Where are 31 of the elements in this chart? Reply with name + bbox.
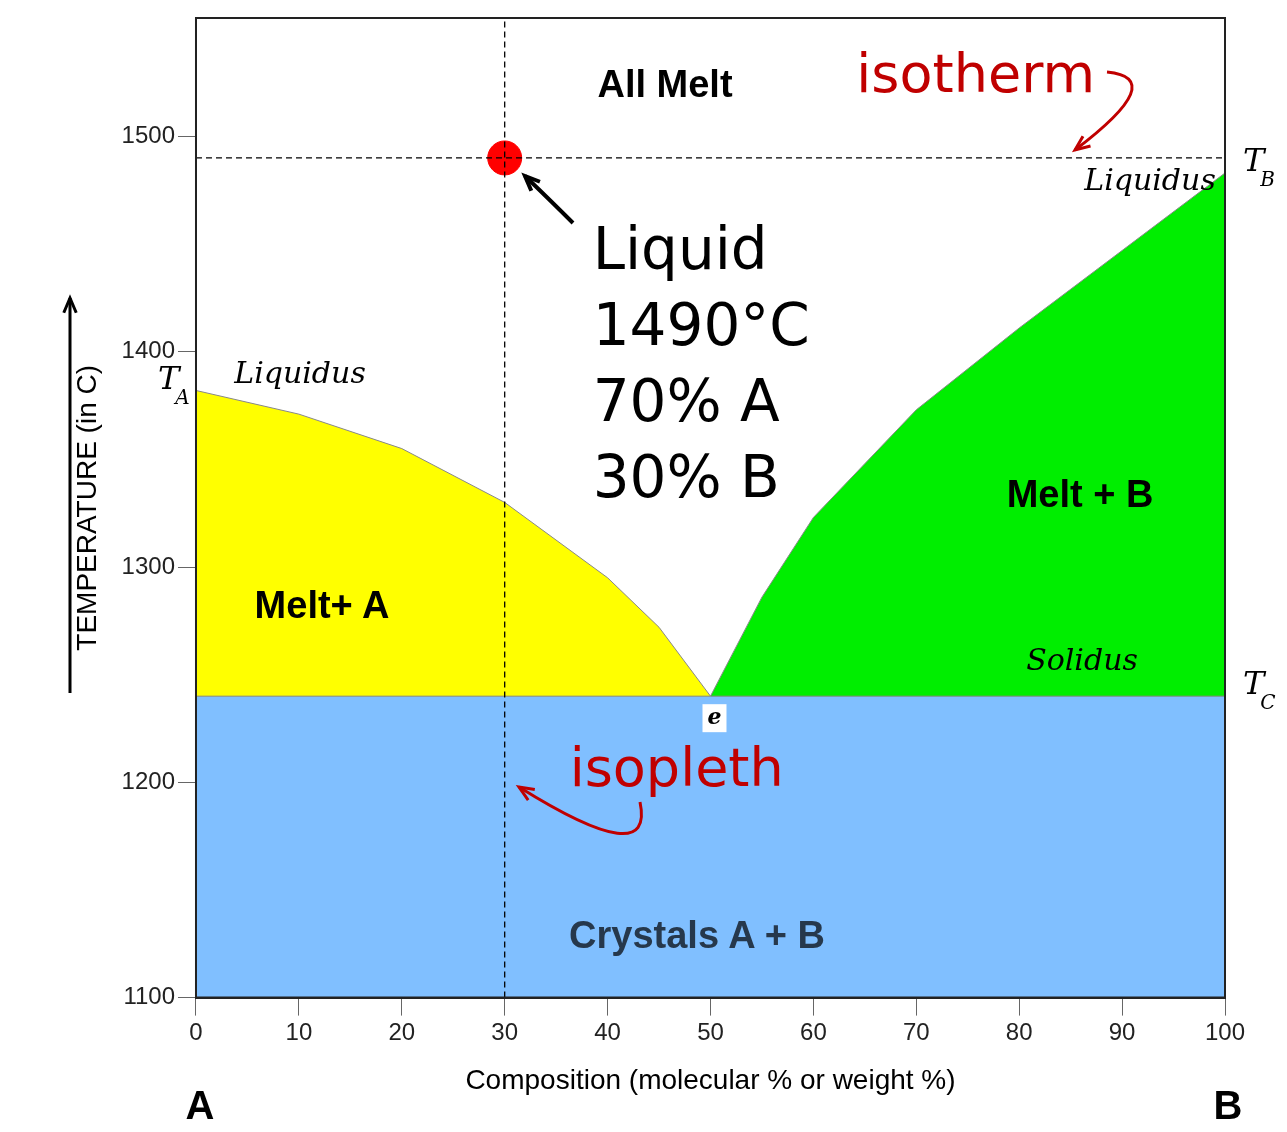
ref-line-label: isopleth xyxy=(569,736,784,800)
x-tick-label: 0 xyxy=(189,1017,203,1045)
y-tick-label: 1400 xyxy=(121,336,175,364)
annotation: Melt + B xyxy=(1006,473,1154,516)
y-axis-title: TEMPERATURE (in C) xyxy=(70,364,102,651)
annotation: Solidus xyxy=(1026,641,1138,677)
x-tick-label: 60 xyxy=(800,1017,827,1045)
ref-line-label: isotherm xyxy=(856,41,1095,105)
x-tick-label: 100 xyxy=(1204,1017,1246,1045)
y-tick-label: 1100 xyxy=(123,982,175,1010)
x-tick-label: 30 xyxy=(491,1017,519,1045)
x-tick-label: 90 xyxy=(1108,1017,1136,1045)
annotation: Crystals A + B xyxy=(569,914,825,957)
annotation: Liquidus xyxy=(233,354,366,390)
x-tick-label: 50 xyxy=(697,1017,724,1045)
annotation: All Melt xyxy=(597,63,733,106)
annotation: e xyxy=(707,702,722,729)
x-tick-label: 40 xyxy=(594,1017,621,1045)
annotation: Liquidus xyxy=(1083,161,1216,197)
y-tick-label: 1200 xyxy=(121,766,175,794)
annotation: Melt+ A xyxy=(254,584,390,627)
x-tick-label: 70 xyxy=(902,1017,930,1045)
y-tick-label: 1300 xyxy=(121,551,175,579)
text: A xyxy=(185,1083,215,1128)
text: B xyxy=(1213,1083,1243,1128)
x-tick-label: 10 xyxy=(285,1017,313,1045)
x-axis-title: Composition (molecular % or weight %) xyxy=(465,1063,956,1095)
x-tick-label: 20 xyxy=(388,1017,416,1045)
x-tick-label: 80 xyxy=(1005,1017,1033,1045)
annotation: Liquid 1490°C 70% A 30% B xyxy=(592,215,810,512)
y-tick-label: 1500 xyxy=(121,121,175,149)
